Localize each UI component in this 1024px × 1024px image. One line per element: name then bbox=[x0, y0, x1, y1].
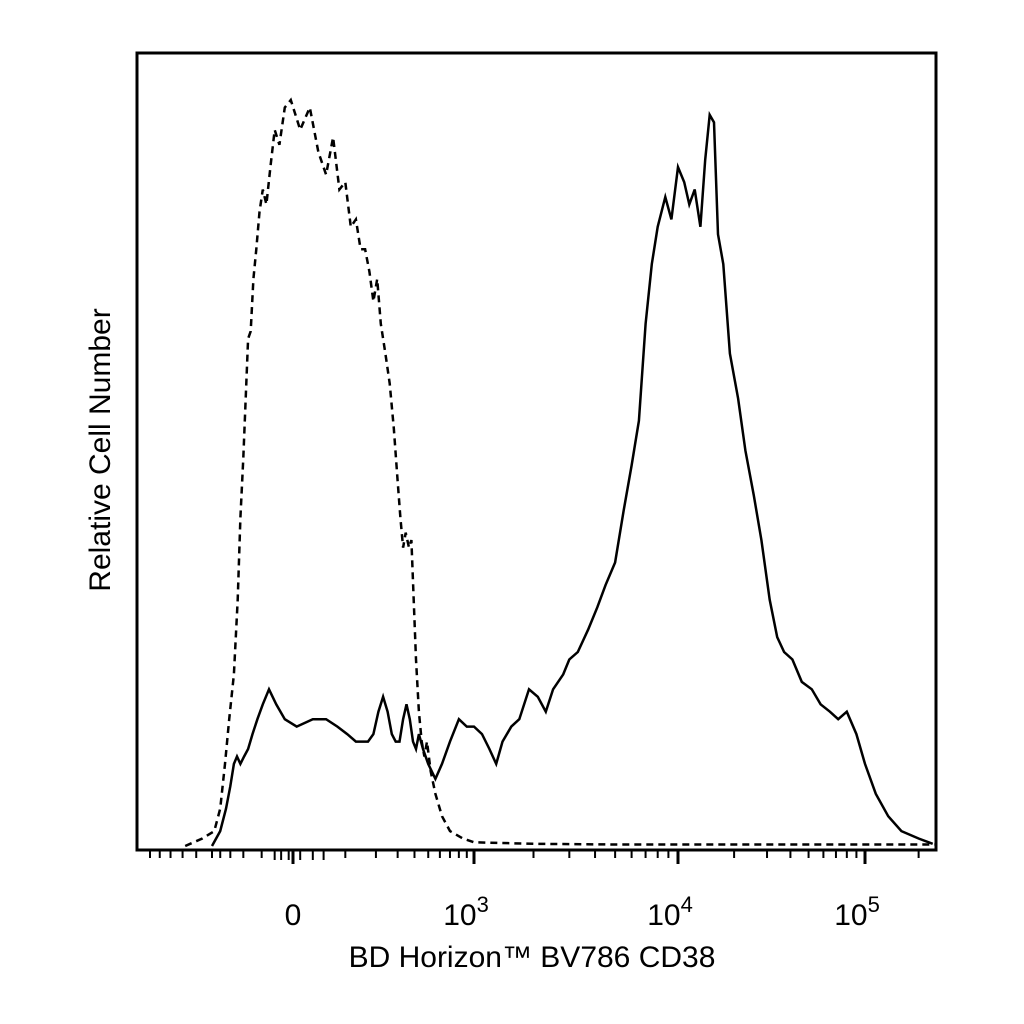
y-axis-title: Relative Cell Number bbox=[84, 308, 117, 591]
plot-frame bbox=[135, 51, 938, 852]
series-layer bbox=[184, 97, 936, 848]
isotype-control-curve bbox=[184, 97, 936, 848]
cd38-stained-curve bbox=[210, 110, 934, 847]
x-axis-tick-labels: 0 103 104 105 bbox=[285, 892, 880, 932]
x-axis-ticks bbox=[149, 850, 920, 864]
x-tick-label: 0 bbox=[285, 899, 302, 932]
x-tick-label: 105 bbox=[834, 892, 880, 932]
x-tick-label: 104 bbox=[647, 892, 693, 932]
x-axis-title: BD Horizon™ BV786 CD38 bbox=[349, 941, 716, 974]
x-tick-label: 103 bbox=[443, 892, 489, 932]
